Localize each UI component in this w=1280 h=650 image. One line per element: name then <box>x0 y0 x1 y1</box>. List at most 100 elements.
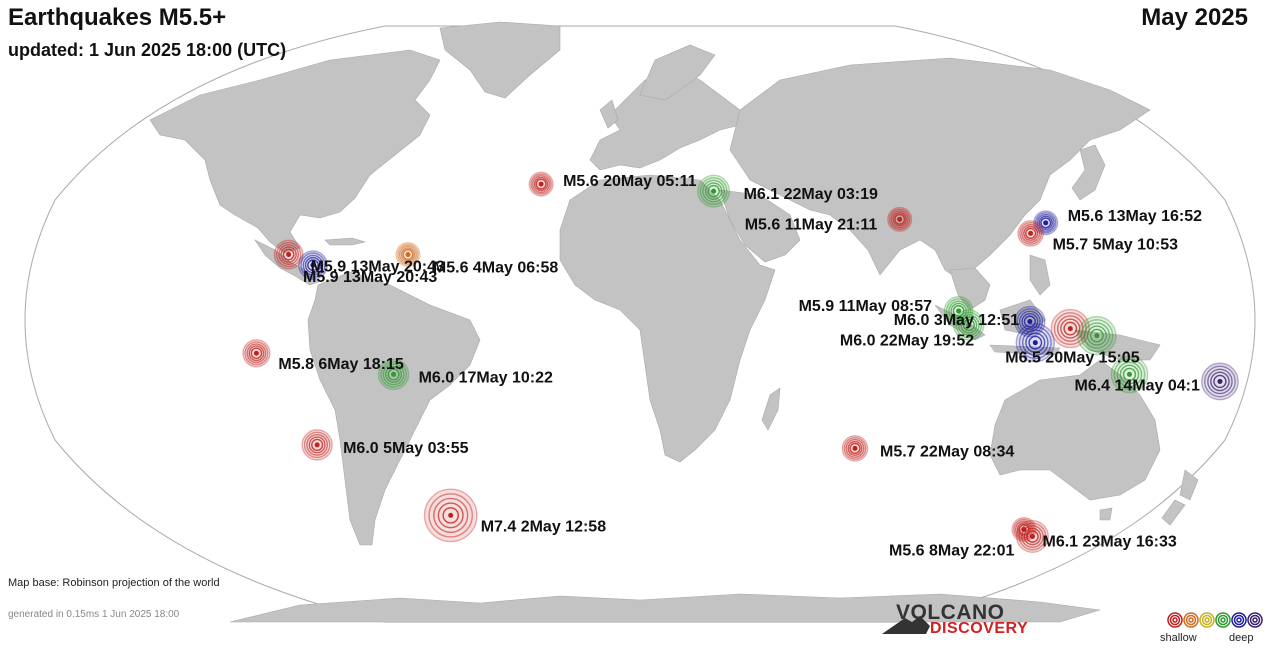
epicenter-dot <box>1028 230 1034 236</box>
marker-ring <box>1204 365 1236 398</box>
earthquake-marker[interactable] <box>1050 308 1090 349</box>
marker-ring <box>962 318 975 332</box>
marker-ring <box>1035 212 1057 234</box>
marker-ring <box>1021 223 1041 243</box>
marker-ring <box>702 179 726 203</box>
marker-ring <box>282 248 295 261</box>
earthquake-marker[interactable] <box>423 488 478 543</box>
south-america <box>307 271 481 546</box>
marker-ring <box>244 341 269 366</box>
earthquake-marker[interactable] <box>697 174 731 208</box>
earthquake-label[interactable]: M5.9 11May 08:57 <box>799 298 933 315</box>
earthquake-label[interactable]: M6.4 14May 04:1 <box>1075 377 1201 394</box>
page-title: Earthquakes M5.5+ <box>8 4 227 31</box>
epicenter-dot <box>538 181 544 187</box>
earthquake-marker[interactable] <box>1017 220 1044 247</box>
marker-ring <box>300 252 326 278</box>
marker-ring <box>1063 321 1078 336</box>
earthquake-marker[interactable] <box>841 435 869 462</box>
earthquake-label[interactable]: M7.4 2May 12:58 <box>481 518 607 535</box>
legend-depth-circle <box>1220 617 1226 623</box>
marker-ring <box>1210 371 1230 392</box>
marker-ring <box>304 256 322 274</box>
earthquake-marker[interactable] <box>377 358 410 391</box>
earthquake-label[interactable]: M6.5 20May 15:05 <box>1005 350 1139 367</box>
earthquake-label[interactable]: M5.6 13May 16:52 <box>1068 208 1202 225</box>
epicenter-dot <box>1126 371 1132 377</box>
brand-discovery[interactable]: DISCOVERY <box>930 620 1029 637</box>
earthquake-marker[interactable] <box>298 250 328 281</box>
arabian-peninsula <box>719 189 801 263</box>
earthquake-label[interactable]: M5.7 5May 10:53 <box>1053 236 1179 253</box>
earthquake-label[interactable]: M5.7 22May 08:34 <box>880 443 1014 460</box>
africa <box>559 174 776 463</box>
earthquake-marker[interactable] <box>1077 315 1117 356</box>
marker-ring <box>699 177 728 206</box>
marker-ring <box>890 210 909 229</box>
earthquake-label[interactable]: M6.0 17May 10:22 <box>419 369 553 386</box>
earthquake-label[interactable]: M5.9 13May 20:43 <box>311 259 445 276</box>
marker-ring <box>442 507 460 524</box>
philippines <box>1029 254 1051 296</box>
earthquake-marker[interactable] <box>1015 322 1056 363</box>
brand-volcano[interactable]: VOLCANO <box>896 601 1005 624</box>
marker-ring <box>704 182 723 200</box>
earthquake-label[interactable]: M5.6 11May 21:11 <box>745 216 878 233</box>
earthquake-label[interactable]: M6.1 23May 16:33 <box>1043 534 1177 551</box>
earthquake-label[interactable]: M5.6 20May 05:11 <box>563 173 697 190</box>
british-isles <box>599 99 619 129</box>
legend-depth-circle <box>1247 612 1263 628</box>
earthquake-marker[interactable] <box>528 171 554 197</box>
earthquake-marker[interactable] <box>395 242 421 268</box>
marker-ring <box>1113 358 1146 391</box>
earthquake-marker[interactable] <box>242 339 271 368</box>
earthquake-marker[interactable] <box>1201 362 1239 401</box>
marker-ring <box>400 247 416 262</box>
marker-ring <box>433 497 469 533</box>
marker-ring <box>948 300 970 322</box>
earthquake-marker[interactable] <box>1110 355 1149 394</box>
tasmania <box>1099 507 1113 521</box>
new-zealand <box>1161 469 1199 526</box>
marker-ring <box>1089 328 1104 343</box>
earthquake-label[interactable]: M6.0 5May 03:55 <box>343 440 469 457</box>
earthquake-label[interactable]: M5.6 4May 06:58 <box>433 260 559 277</box>
marker-ring <box>278 244 300 265</box>
earthquake-label[interactable]: M6.1 22May 03:19 <box>744 186 878 203</box>
earthquake-label[interactable]: M6.0 3May 12:51 <box>894 312 1020 329</box>
landmasses <box>149 21 1199 623</box>
epicenter-dot <box>1043 220 1049 226</box>
north-america <box>149 49 441 254</box>
epicenter-dot <box>956 308 962 314</box>
marker-ring <box>306 433 329 456</box>
earthquake-markers <box>242 171 1239 554</box>
japan <box>1071 144 1106 201</box>
marker-ring <box>1086 325 1107 346</box>
marker-ring <box>311 438 324 451</box>
marker-ring <box>1080 319 1114 353</box>
legend-depth-circle <box>1233 614 1245 626</box>
marker-ring <box>1116 361 1143 388</box>
marker-ring <box>437 502 464 529</box>
earthquake-marker[interactable] <box>1015 520 1049 554</box>
earthquake-label[interactable]: M6.0 22May 19:52 <box>840 333 974 350</box>
marker-ring <box>398 245 417 264</box>
epicenter-dot <box>391 371 397 377</box>
marker-ring <box>1023 225 1039 241</box>
earthquake-marker[interactable] <box>953 309 985 341</box>
marker-ring <box>843 437 867 460</box>
earthquake-marker[interactable] <box>301 429 333 461</box>
earthquake-label[interactable]: M5.9 13May 20:43 <box>303 269 437 286</box>
earthquake-marker[interactable] <box>1014 305 1046 338</box>
marker-ring <box>1060 318 1081 339</box>
marker-ring <box>894 213 906 225</box>
earthquake-marker[interactable] <box>1033 210 1059 236</box>
earthquake-marker[interactable] <box>273 239 304 270</box>
earthquake-label[interactable]: M5.6 8May 22:01 <box>889 543 1015 560</box>
epicenter-dot <box>405 252 411 258</box>
earthquake-label[interactable]: M5.8 6May 18:15 <box>278 356 404 373</box>
earthquake-marker[interactable] <box>887 206 913 232</box>
marker-ring <box>1056 315 1084 342</box>
